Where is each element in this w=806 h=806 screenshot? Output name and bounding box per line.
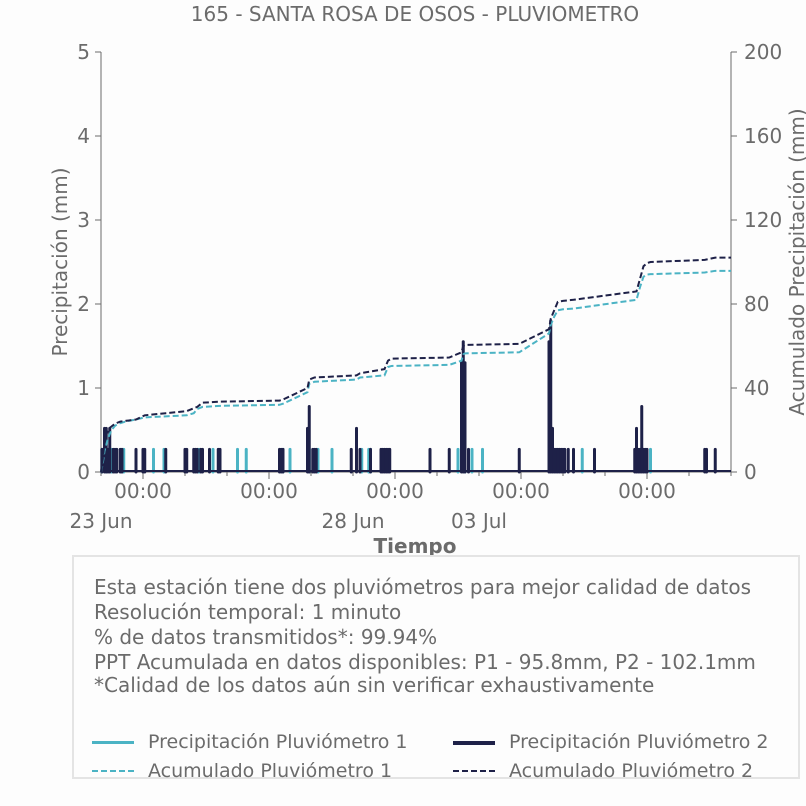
- y2-tick-label: 200: [744, 40, 782, 64]
- legend-label-cum1: Acumulado Pluviómetro 1: [148, 760, 393, 782]
- x-tick-label: 00:00: [366, 479, 424, 503]
- info-station-note: Esta estación tiene dos pluviómetros par…: [94, 575, 752, 599]
- legend-label-cum2: Acumulado Pluviómetro 2: [509, 760, 754, 782]
- y-tick-label: 2: [77, 292, 90, 316]
- x-tick-label: 00:00: [492, 479, 550, 503]
- info-transmitted: % de datos transmitidos*: 99.94%: [94, 625, 438, 649]
- y-tick-label: 4: [77, 124, 90, 148]
- precipitation-chart: 165 - SANTA ROSA DE OSOS - PLUVIOMETRO 0…: [48, 2, 806, 558]
- info-legend-box: Esta estación tiene dos pluviómetros par…: [72, 555, 800, 782]
- y2-tick-label: 120: [744, 208, 782, 232]
- info-resolution: Resolución temporal: 1 minuto: [94, 600, 402, 624]
- legend-label-p2: Precipitación Pluviómetro 2: [509, 731, 769, 753]
- y-tick-label: 3: [77, 208, 90, 232]
- x-date-label: 28 Jun: [321, 509, 384, 533]
- cumulative-lines: [100, 256, 731, 473]
- legend-label-p1: Precipitación Pluviómetro 1: [148, 731, 408, 753]
- x-date-label: 03 Jul: [451, 509, 507, 533]
- info-quality-note: *Calidad de los datos aún sin verificar …: [94, 673, 655, 697]
- precipitation-bars: [100, 319, 731, 474]
- y2-axis-label: Acumulado Precipitación (mm): [785, 108, 806, 415]
- info-accumulated: PPT Acumulada en datos disponibles: P1 -…: [94, 650, 756, 674]
- legend-swatch-p2: [453, 741, 495, 745]
- y-tick-label: 5: [77, 40, 90, 64]
- y2-tick-label: 160: [744, 124, 782, 148]
- y-tick-label: 0: [77, 460, 90, 484]
- chart-title: 165 - SANTA ROSA DE OSOS - PLUVIOMETRO: [191, 2, 639, 26]
- cumulative-line: [100, 256, 731, 473]
- chart-axes: 0 1 2 3 4 5 0 40 80 120 160 200 00:00 23 Jun 00:00 00:0…: [69, 40, 782, 533]
- legend-swatch-cum1: [92, 770, 134, 772]
- y2-tick-label: 80: [744, 292, 769, 316]
- y-tick-label: 1: [77, 376, 90, 400]
- x-tick-label: 00:00: [114, 479, 172, 503]
- x-tick-label: 00:00: [240, 479, 298, 503]
- y2-tick-label: 0: [744, 460, 757, 484]
- legend-swatch-cum2: [453, 770, 495, 772]
- legend-swatch-p1: [92, 741, 134, 744]
- x-axis-label: Tiempo: [374, 534, 457, 558]
- x-tick-label: 00:00: [618, 479, 676, 503]
- x-date-label: 23 Jun: [69, 509, 132, 533]
- y-axis-label: Precipitación (mm): [48, 167, 72, 356]
- y2-tick-label: 40: [744, 376, 769, 400]
